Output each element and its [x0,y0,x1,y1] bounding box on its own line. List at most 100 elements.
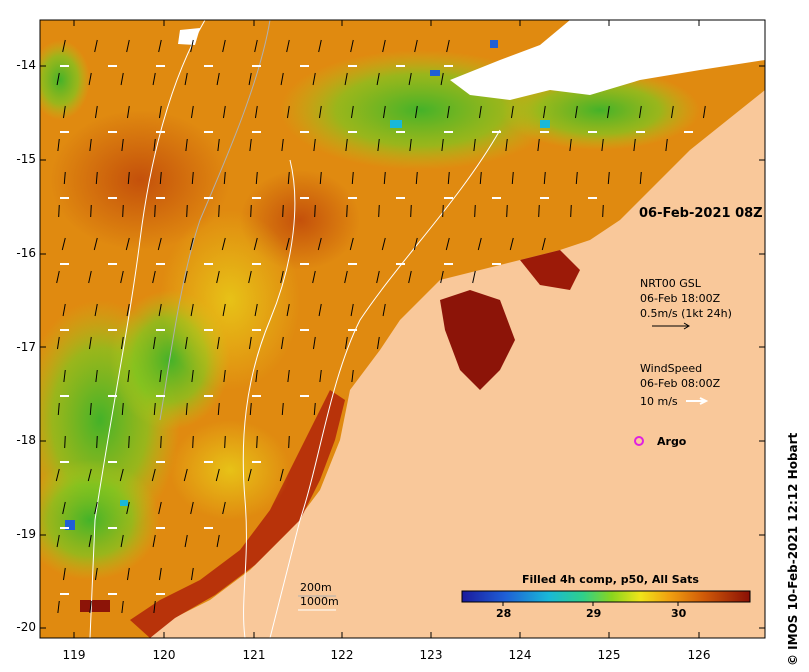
contour-line [159,20,271,421]
current-arrow [474,204,476,218]
map-frame [39,19,766,639]
cloud-mask [450,20,765,100]
current-arrow [344,72,348,86]
current-arrow [317,237,322,251]
current-arrow [312,270,316,284]
current-arrow [638,105,642,119]
current-arrow [318,105,322,119]
current-arrow [62,501,66,515]
current-arrow [159,369,162,383]
current-arrow [537,138,540,152]
current-arrow [376,72,380,86]
current-arrow [543,171,546,185]
current-arrow [56,336,60,350]
current-arrow [127,369,130,383]
current-arrow [287,171,290,185]
current-arrow [376,336,380,350]
current-arrow [120,336,124,350]
current-arrow [408,72,412,86]
current-arrow [639,171,642,185]
current-arrow [505,138,508,152]
current-arrow [190,105,194,119]
current-arrow [62,105,66,119]
current-arrow [376,270,380,284]
current-arrow [88,270,92,284]
current-arrow [222,501,226,515]
current-arrow [381,237,386,251]
current-arrow [58,204,60,218]
current-arrow [351,171,354,185]
current-arrow [312,72,316,86]
current-arrow [575,171,578,185]
cool-patch-nw [40,40,90,120]
current-arrow [221,237,226,251]
x-tick-label: 125 [597,648,621,662]
current-arrow [57,402,60,416]
current-arrow [153,138,156,152]
current-arrow [447,171,450,185]
current-arrow [601,138,604,152]
current-arrow [382,105,386,119]
current-arrow [382,303,386,317]
current-arrow [128,435,130,449]
x-tick-label: 124 [508,648,532,662]
current-arrow [126,501,130,515]
current-arrow [89,600,92,614]
current-arrow [570,204,572,218]
current-arrow [56,72,60,86]
vector-arrows [55,39,706,614]
y-tick-label: -18 [16,433,36,447]
current-arrow [152,72,156,86]
current-arrow [285,237,290,251]
current-arrow [542,105,546,119]
x-tick-label: 119 [62,648,86,662]
current-arrow [702,105,706,119]
current-arrow [96,435,98,449]
current-arrow [192,435,194,449]
current-arrow [185,138,188,152]
current-arrow [184,336,188,350]
colorbar [461,590,751,603]
current-arrow [90,204,92,218]
current-arrow [281,138,284,152]
current-arrow [223,171,226,185]
current-arrow [55,468,60,482]
current-arrow [506,204,508,218]
current-arrow [63,369,66,383]
y-tick-label: -14 [16,58,36,72]
argo-label: Argo [657,435,687,448]
current-arrow [154,204,156,218]
current-arrow [190,501,194,515]
current-arrow [63,171,66,185]
current-arrow [286,39,290,53]
current-arrow [280,270,284,284]
current-arrow [350,39,354,53]
current-arrow [249,402,252,416]
current-arrow [382,39,386,53]
current-arrow [440,270,444,284]
current-arrow [121,600,124,614]
current-arrow [158,39,162,53]
colorbar-tick-label: 30 [671,607,687,620]
current-arrow [222,39,226,53]
current-arrow [281,402,284,416]
wind-title: WindSpeed [640,362,703,375]
current-arrow [189,237,194,251]
current-arrow [126,39,130,53]
current-arrow [318,39,322,53]
current-arrow [87,468,92,482]
current-arrow [64,435,66,449]
current-arrow [415,171,418,185]
current-arrow [249,138,252,152]
current-arrow [89,402,92,416]
current-arrow [248,336,252,350]
current-arrow [153,600,156,614]
current-arrow [120,72,124,86]
current-arrow [248,270,252,284]
current-arrow [160,435,162,449]
imos-credit: © IMOS 10-Feb-2021 12:12 Hobart [786,432,800,666]
current-arrow [255,369,258,383]
current-arrow [184,72,188,86]
current-arrow [184,534,188,548]
current-arrow [158,567,162,581]
